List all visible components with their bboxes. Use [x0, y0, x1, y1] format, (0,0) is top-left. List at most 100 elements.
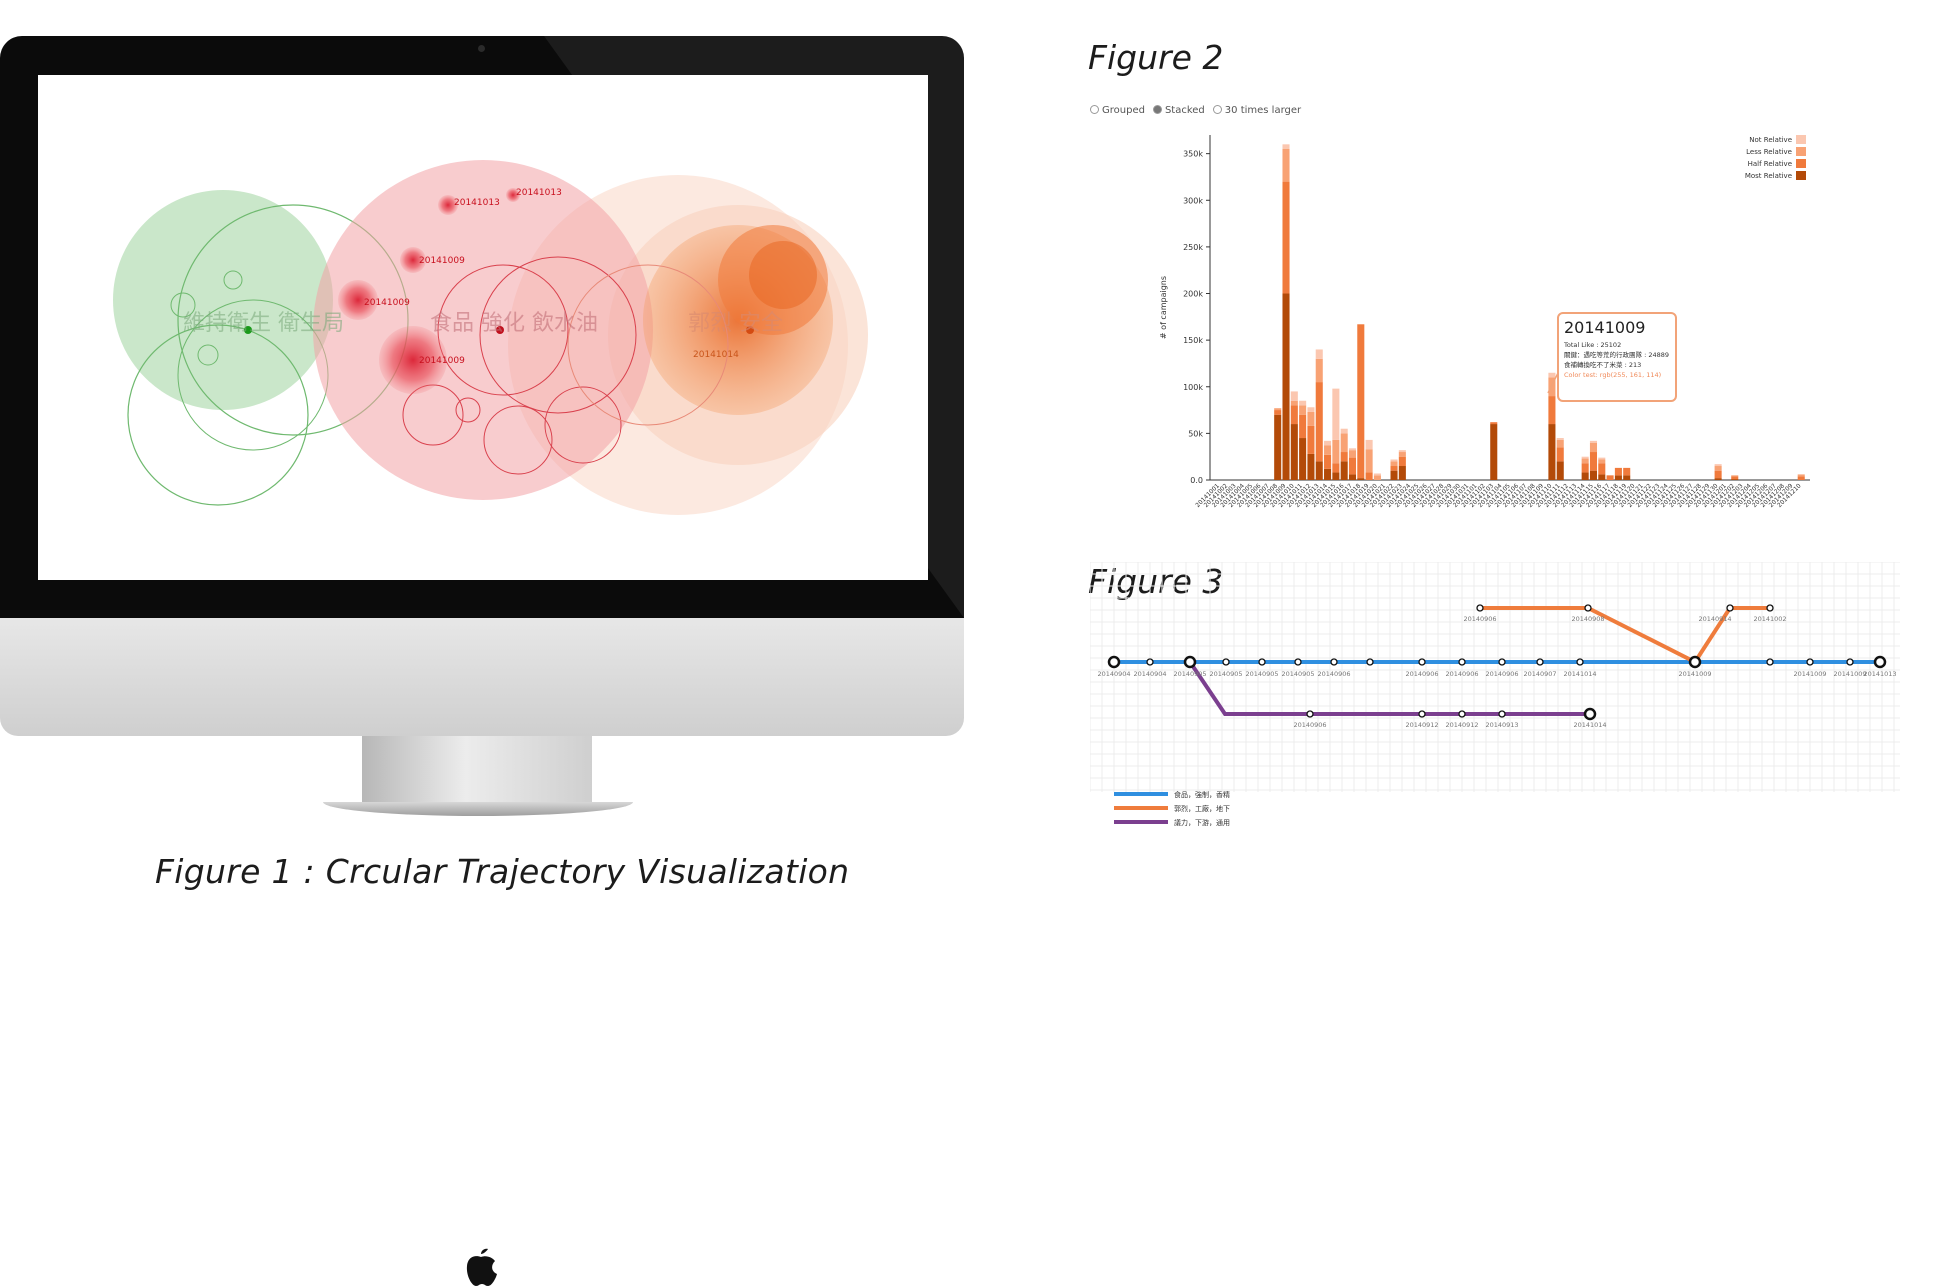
bar-segment[interactable] [1556, 447, 1564, 462]
blue-station[interactable] [1183, 655, 1197, 669]
bar-segment[interactable] [1315, 382, 1323, 462]
blue-station[interactable] [1222, 658, 1230, 666]
bar-segment[interactable] [1548, 372, 1556, 378]
bar-segment[interactable] [1282, 181, 1290, 294]
bar-segment[interactable] [1714, 470, 1722, 479]
purple-station[interactable] [1583, 707, 1597, 721]
bar-segment[interactable] [1398, 450, 1406, 453]
bar-segment[interactable] [1340, 461, 1348, 480]
purple-station[interactable] [1418, 710, 1426, 718]
bar-segment[interactable] [1614, 467, 1622, 476]
bar-segment[interactable] [1589, 470, 1598, 480]
bar-segment[interactable] [1606, 475, 1614, 480]
blue-station[interactable] [1418, 658, 1426, 666]
bar-segment[interactable] [1598, 474, 1606, 480]
bar-segment[interactable] [1614, 475, 1622, 480]
bar-segment[interactable] [1556, 439, 1564, 448]
bar-segment[interactable] [1398, 466, 1406, 480]
bar-segment[interactable] [1290, 405, 1298, 425]
orange-station[interactable] [1726, 604, 1734, 612]
blue-station[interactable] [1846, 658, 1854, 666]
bar-segment[interactable] [1731, 476, 1739, 480]
bar-segment[interactable] [1797, 476, 1805, 480]
mode-grouped-radio[interactable]: Grouped [1090, 105, 1145, 116]
bar-segment[interactable] [1324, 445, 1332, 455]
bar-segment[interactable] [1282, 144, 1290, 149]
bar-segment[interactable] [1373, 475, 1381, 480]
bar-segment[interactable] [1589, 440, 1598, 443]
bar-segment[interactable] [1357, 478, 1365, 480]
purple-station[interactable] [1498, 710, 1506, 718]
bar-segment[interactable] [1299, 438, 1307, 480]
bar-segment[interactable] [1290, 391, 1298, 401]
mode-stacked-radio[interactable]: Stacked [1152, 105, 1205, 116]
bar-segment[interactable] [1324, 440, 1332, 446]
bar-segment[interactable] [1290, 424, 1298, 480]
bar-segment[interactable] [1324, 454, 1332, 469]
red-event-glow[interactable] [338, 280, 378, 320]
bar-segment[interactable] [1598, 457, 1606, 460]
blue-station[interactable] [1576, 658, 1584, 666]
bar-segment[interactable] [1490, 422, 1498, 425]
bar-segment[interactable] [1315, 349, 1323, 359]
blue-station[interactable] [1107, 655, 1121, 669]
orange-station[interactable] [1476, 604, 1484, 612]
bar-segment[interactable] [1398, 452, 1406, 457]
bar-segment[interactable] [1307, 425, 1315, 454]
bar-segment[interactable] [1556, 438, 1564, 440]
orange-event-glow[interactable] [749, 241, 817, 309]
bar-segment[interactable] [1589, 452, 1598, 471]
bar-segment[interactable] [1365, 472, 1373, 480]
bar-segment[interactable] [1348, 448, 1357, 451]
bar-segment[interactable] [1581, 472, 1589, 480]
bar-segment[interactable] [1315, 461, 1323, 480]
bar-segment[interactable] [1731, 475, 1739, 477]
blue-station[interactable] [1294, 658, 1302, 666]
bar-segment[interactable] [1307, 411, 1315, 426]
bar-segment[interactable] [1556, 461, 1564, 480]
bar-segment[interactable] [1348, 474, 1357, 480]
bar-segment[interactable] [1307, 453, 1315, 480]
blue-station[interactable] [1498, 658, 1506, 666]
red-event-glow[interactable] [506, 188, 520, 202]
green-cluster-circle[interactable] [113, 190, 333, 410]
bar-segment[interactable] [1274, 410, 1282, 415]
bar-segment[interactable] [1340, 433, 1348, 453]
bar-segment[interactable] [1365, 449, 1373, 473]
red-cluster-circle[interactable] [313, 160, 653, 500]
bar-segment[interactable] [1282, 148, 1290, 182]
bar-segment[interactable] [1598, 459, 1606, 464]
bar-segment[interactable] [1623, 475, 1631, 480]
red-event-glow[interactable] [400, 247, 426, 273]
purple-station[interactable] [1306, 710, 1314, 718]
bar-segment[interactable] [1315, 358, 1323, 383]
blue-station[interactable] [1458, 658, 1466, 666]
bar-segment[interactable] [1340, 428, 1348, 434]
bar-segment[interactable] [1299, 414, 1307, 439]
bar-segment[interactable] [1731, 479, 1739, 480]
green-node[interactable] [244, 326, 252, 334]
mode-30x-radio[interactable]: 30 times larger [1212, 105, 1301, 116]
blue-station[interactable] [1766, 658, 1774, 666]
bar-segment[interactable] [1390, 470, 1398, 480]
red-event-glow[interactable] [379, 326, 447, 394]
bar-segment[interactable] [1589, 442, 1598, 453]
bar-segment[interactable] [1398, 456, 1406, 467]
bar-segment[interactable] [1598, 463, 1606, 475]
bar-segment[interactable] [1581, 456, 1589, 459]
blue-station[interactable] [1806, 658, 1814, 666]
blue-station[interactable] [1330, 658, 1338, 666]
bar-segment[interactable] [1373, 473, 1381, 476]
bar-segment[interactable] [1365, 439, 1373, 450]
bar-segment[interactable] [1348, 457, 1357, 475]
bar-segment[interactable] [1332, 388, 1340, 440]
blue-station[interactable] [1688, 655, 1702, 669]
red-event-glow[interactable] [438, 195, 458, 215]
orange-station[interactable] [1584, 604, 1592, 612]
blue-station[interactable] [1366, 658, 1374, 666]
bar-segment[interactable] [1340, 452, 1348, 462]
purple-station[interactable] [1458, 710, 1466, 718]
blue-station[interactable] [1258, 658, 1266, 666]
bar-segment[interactable] [1332, 439, 1340, 464]
bar-segment[interactable] [1714, 464, 1722, 467]
